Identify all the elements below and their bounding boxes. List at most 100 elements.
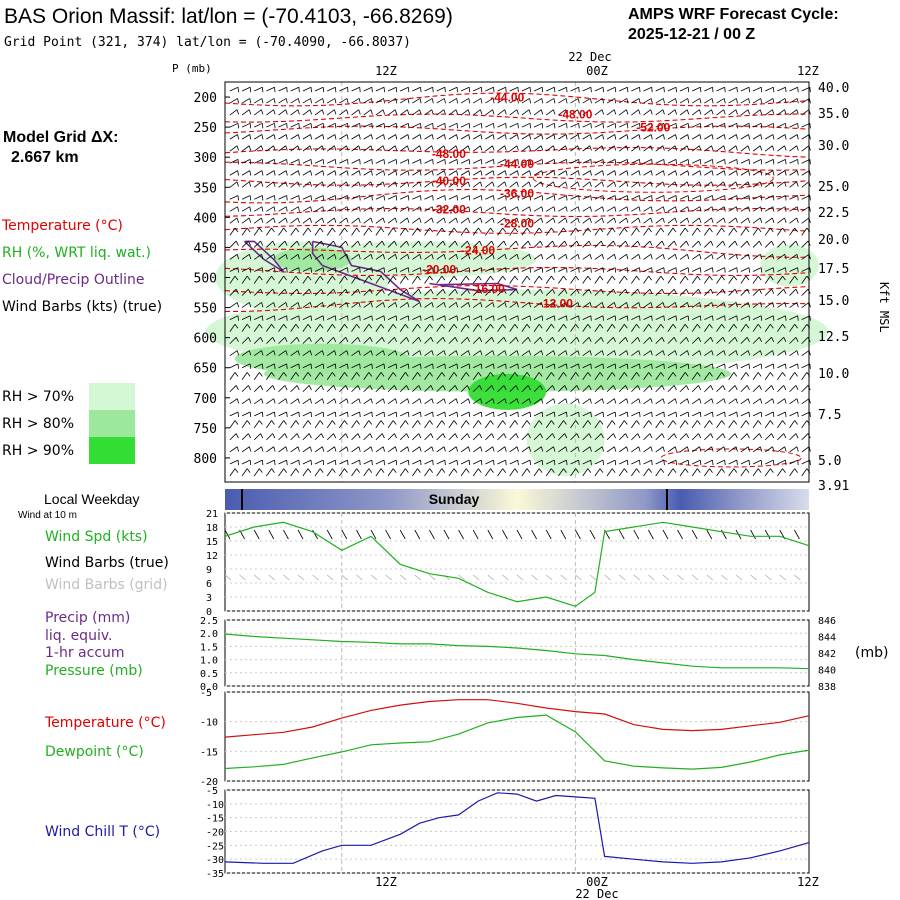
wind-barb-shaft <box>399 275 406 284</box>
wind-barb <box>655 206 665 212</box>
wind-barb-flag <box>796 109 799 115</box>
wind-barb <box>375 122 385 129</box>
wind-barb-shaft <box>691 446 700 453</box>
wind-barb <box>594 170 605 176</box>
wind-barb <box>716 240 726 248</box>
wind-barb <box>631 337 641 344</box>
wind-barb <box>314 411 325 418</box>
wind-barb-flag <box>757 324 762 329</box>
wind-barb <box>400 363 410 369</box>
wind-barb-flag <box>371 87 373 93</box>
wind-barb-shaft <box>290 122 300 128</box>
wind-barb-flag <box>333 385 337 391</box>
wind-barb <box>558 337 568 344</box>
wind-barb-shaft <box>399 217 408 224</box>
wind-barb-flag <box>392 324 397 329</box>
temperature-contour <box>224 244 810 258</box>
wind-barb <box>594 195 604 201</box>
wind-barb <box>253 170 264 176</box>
wind-barb-flag <box>757 275 762 281</box>
wind-barb-flag <box>770 227 774 233</box>
wind-barb-flag <box>347 363 349 369</box>
wind-barb <box>618 227 628 236</box>
wind-barb-flag <box>745 324 750 329</box>
wind-barb-shaft <box>266 385 274 393</box>
wind-barb-flag <box>493 195 495 201</box>
wind-barb-shaft <box>509 433 517 441</box>
p-axis-title: P (mb) <box>172 62 212 75</box>
wind-barb-shaft <box>789 145 797 152</box>
wind-barb-shaft <box>363 109 372 116</box>
wind-barb <box>387 350 398 357</box>
wind-barb-shaft <box>339 170 348 176</box>
wind-barb <box>631 227 640 236</box>
surface-wind-barb <box>370 529 377 540</box>
wind-barb <box>801 86 811 93</box>
wind-barb <box>229 227 239 236</box>
wind-barb <box>752 337 762 344</box>
wind-barb-flag <box>651 363 653 369</box>
wind-barb-shaft <box>473 86 482 92</box>
wind-barb <box>266 122 276 129</box>
wind-barb-shaft <box>570 240 578 248</box>
wind-barb <box>472 446 483 453</box>
wind-barb-flag <box>541 315 544 321</box>
wind-barb-flag <box>260 288 264 294</box>
wind-barb <box>302 253 313 260</box>
wind-barb-flag <box>577 145 580 151</box>
wind-barb-shaft <box>485 109 493 116</box>
wind-barb <box>436 122 446 129</box>
wind-barb <box>448 411 458 418</box>
wind-barb-shaft <box>740 363 750 369</box>
wind-barb-flag <box>736 170 738 176</box>
wind-barb <box>509 109 519 116</box>
wind-barb-shaft <box>302 372 309 380</box>
wind-barb-flag <box>699 363 702 369</box>
wind-barb-shaft <box>387 398 396 405</box>
wind-barb-shaft <box>387 363 397 369</box>
wind-barb <box>606 227 616 236</box>
wind-barb-flag <box>770 468 774 473</box>
wind-barb-flag <box>782 468 786 473</box>
wind-barb <box>594 411 604 418</box>
wind-barb-flag <box>578 460 580 466</box>
wind-barb <box>606 170 617 176</box>
wind-barb-shaft <box>631 195 640 200</box>
wind-barb-flag <box>662 109 665 115</box>
wind-barb-shaft <box>752 446 761 453</box>
wind-barb-flag <box>407 159 410 165</box>
wind-barb-shaft <box>643 134 652 140</box>
wind-barb <box>290 398 300 405</box>
wind-barb-shaft <box>606 350 615 357</box>
wind-barb-flag <box>526 420 531 425</box>
wind-barb-shaft <box>363 350 372 357</box>
wind-barb <box>777 363 787 369</box>
wind-barb-flag <box>721 372 725 377</box>
wind-barb-shaft <box>740 217 749 224</box>
wind-barb-flag <box>662 145 665 151</box>
wind-barb-shaft <box>278 86 287 92</box>
wind-barb <box>302 134 313 140</box>
wind-barb-flag <box>785 195 787 201</box>
wind-barb-flag <box>515 433 519 439</box>
wind-barb <box>789 275 798 284</box>
wind-barb-flag <box>319 420 324 425</box>
wind-barb <box>716 372 725 380</box>
wind-barb-flag <box>271 468 275 473</box>
wind-barb-flag <box>236 217 239 223</box>
wind-barb-shaft <box>472 217 481 224</box>
wind-barb <box>254 267 264 273</box>
wind-barb-flag <box>492 181 495 187</box>
wind-barb-shaft <box>473 122 482 128</box>
wind-barb-shaft <box>655 181 664 188</box>
wind-barb-shaft <box>643 181 651 188</box>
wind-barb-flag <box>383 159 385 165</box>
wind-barb <box>679 324 689 332</box>
wind-barb-flag <box>712 195 714 201</box>
wind-barb <box>266 206 276 212</box>
wind-barb <box>716 363 726 369</box>
wind-barb-flag <box>795 240 799 246</box>
wind-barb-shaft <box>290 468 297 477</box>
wind-barb-flag <box>236 350 240 356</box>
wind-barb-shaft <box>290 363 300 369</box>
